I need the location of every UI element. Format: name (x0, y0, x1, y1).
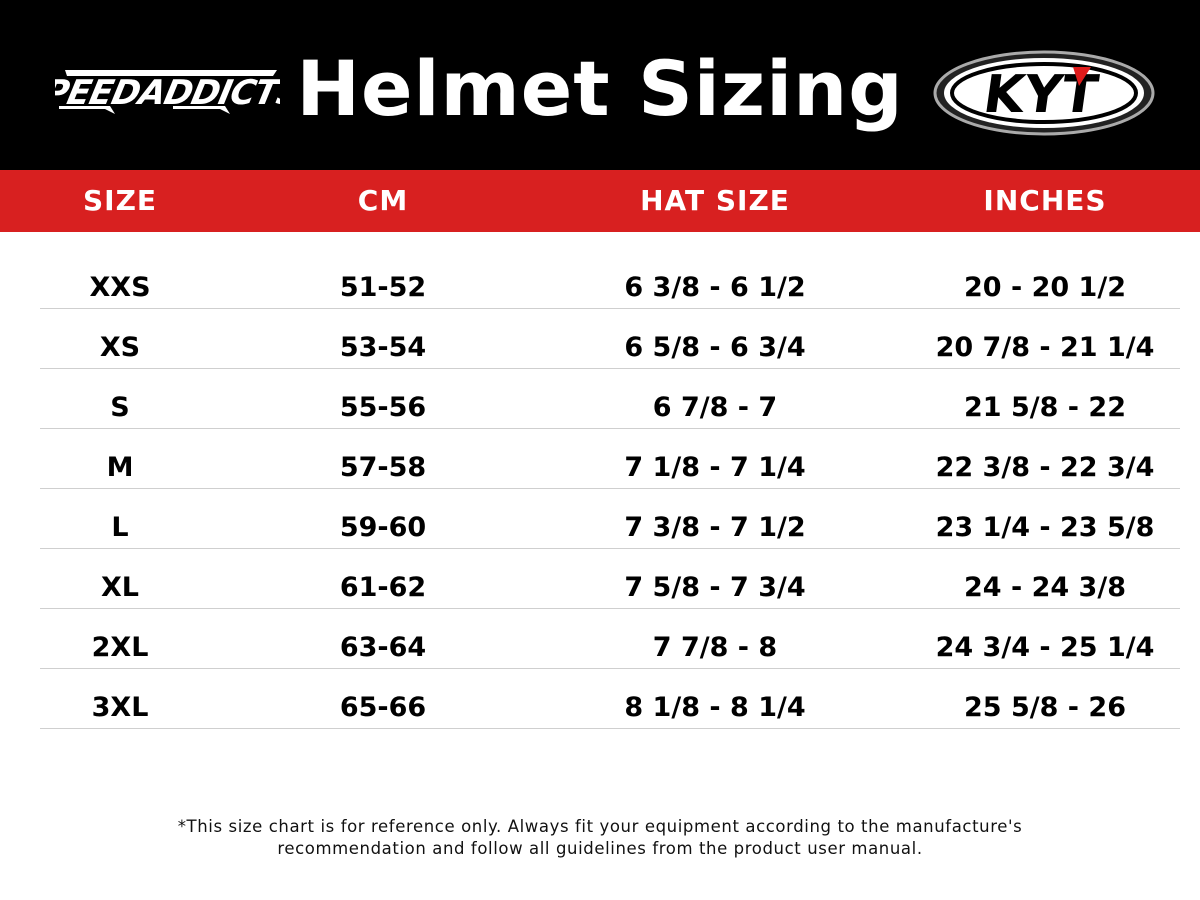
table-row: L 59-60 7 3/8 - 7 1/2 23 1/4 - 23 5/8 (40, 488, 1180, 549)
cell-cm: 57-58 (339, 452, 427, 483)
page-title: Helmet Sizing (296, 44, 904, 133)
cell-hat-size: 7 7/8 - 8 (652, 632, 778, 663)
cell-size: S (110, 392, 130, 423)
disclaimer: *This size chart is for reference only. … (0, 816, 1200, 860)
cell-size: M (106, 452, 134, 483)
cell-hat-size: 6 3/8 - 6 1/2 (624, 272, 806, 303)
cell-hat-size: 6 7/8 - 7 (652, 392, 778, 423)
cell-size: L (111, 512, 129, 543)
cell-hat-size: 7 3/8 - 7 1/2 (624, 512, 806, 543)
cell-cm: 55-56 (339, 392, 427, 423)
table-row: 2XL 63-64 7 7/8 - 8 24 3/4 - 25 1/4 (40, 608, 1180, 669)
column-header-cm: CM (357, 184, 409, 217)
disclaimer-line-2: recommendation and follow all guidelines… (277, 839, 923, 858)
table-row: XXS 51-52 6 3/8 - 6 1/2 20 - 20 1/2 (40, 248, 1180, 309)
cell-cm: 65-66 (339, 692, 427, 723)
disclaimer-line-1: *This size chart is for reference only. … (177, 817, 1023, 836)
cell-hat-size: 8 1/8 - 8 1/4 (624, 692, 806, 723)
table-row: S 55-56 6 7/8 - 7 21 5/8 - 22 (40, 368, 1180, 429)
cell-inches: 23 1/4 - 23 5/8 (935, 512, 1155, 543)
cell-inches: 24 3/4 - 25 1/4 (935, 632, 1155, 663)
cell-inches: 24 - 24 3/8 (964, 572, 1126, 603)
column-header-inches: INCHES (983, 184, 1107, 217)
cell-size: XXS (89, 272, 151, 303)
header: SPEEDADDICTS Helmet Sizing KYT (0, 0, 1200, 170)
cell-size: 3XL (91, 692, 149, 723)
column-header-size: SIZE (82, 184, 157, 217)
cell-inches: 25 5/8 - 26 (964, 692, 1126, 723)
cell-hat-size: 6 5/8 - 6 3/4 (624, 332, 806, 363)
cell-inches: 20 7/8 - 21 1/4 (935, 332, 1155, 363)
cell-cm: 53-54 (339, 332, 427, 363)
table-row: M 57-58 7 1/8 - 7 1/4 22 3/8 - 22 3/4 (40, 428, 1180, 489)
cell-cm: 61-62 (339, 572, 427, 603)
cell-size: 2XL (91, 632, 149, 663)
cell-hat-size: 7 1/8 - 7 1/4 (624, 452, 806, 483)
table-row: XL 61-62 7 5/8 - 7 3/4 24 - 24 3/8 (40, 548, 1180, 609)
table-row: XS 53-54 6 5/8 - 6 3/4 20 7/8 - 21 1/4 (40, 308, 1180, 369)
kyt-logo: KYT (933, 50, 1155, 136)
cell-inches: 21 5/8 - 22 (964, 392, 1126, 423)
cell-size: XL (100, 572, 140, 603)
cell-size: XS (99, 332, 141, 363)
cell-inches: 22 3/8 - 22 3/4 (935, 452, 1155, 483)
table-row: 3XL 65-66 8 1/8 - 8 1/4 25 5/8 - 26 (40, 668, 1180, 729)
cell-hat-size: 7 5/8 - 7 3/4 (624, 572, 806, 603)
cell-cm: 51-52 (339, 272, 427, 303)
table-header (0, 170, 1200, 232)
speedaddicts-logo: SPEEDADDICTS (55, 70, 280, 114)
column-header-hat-size: HAT SIZE (640, 184, 790, 217)
cell-cm: 63-64 (339, 632, 427, 663)
cell-inches: 20 - 20 1/2 (964, 272, 1126, 303)
cell-cm: 59-60 (339, 512, 427, 543)
